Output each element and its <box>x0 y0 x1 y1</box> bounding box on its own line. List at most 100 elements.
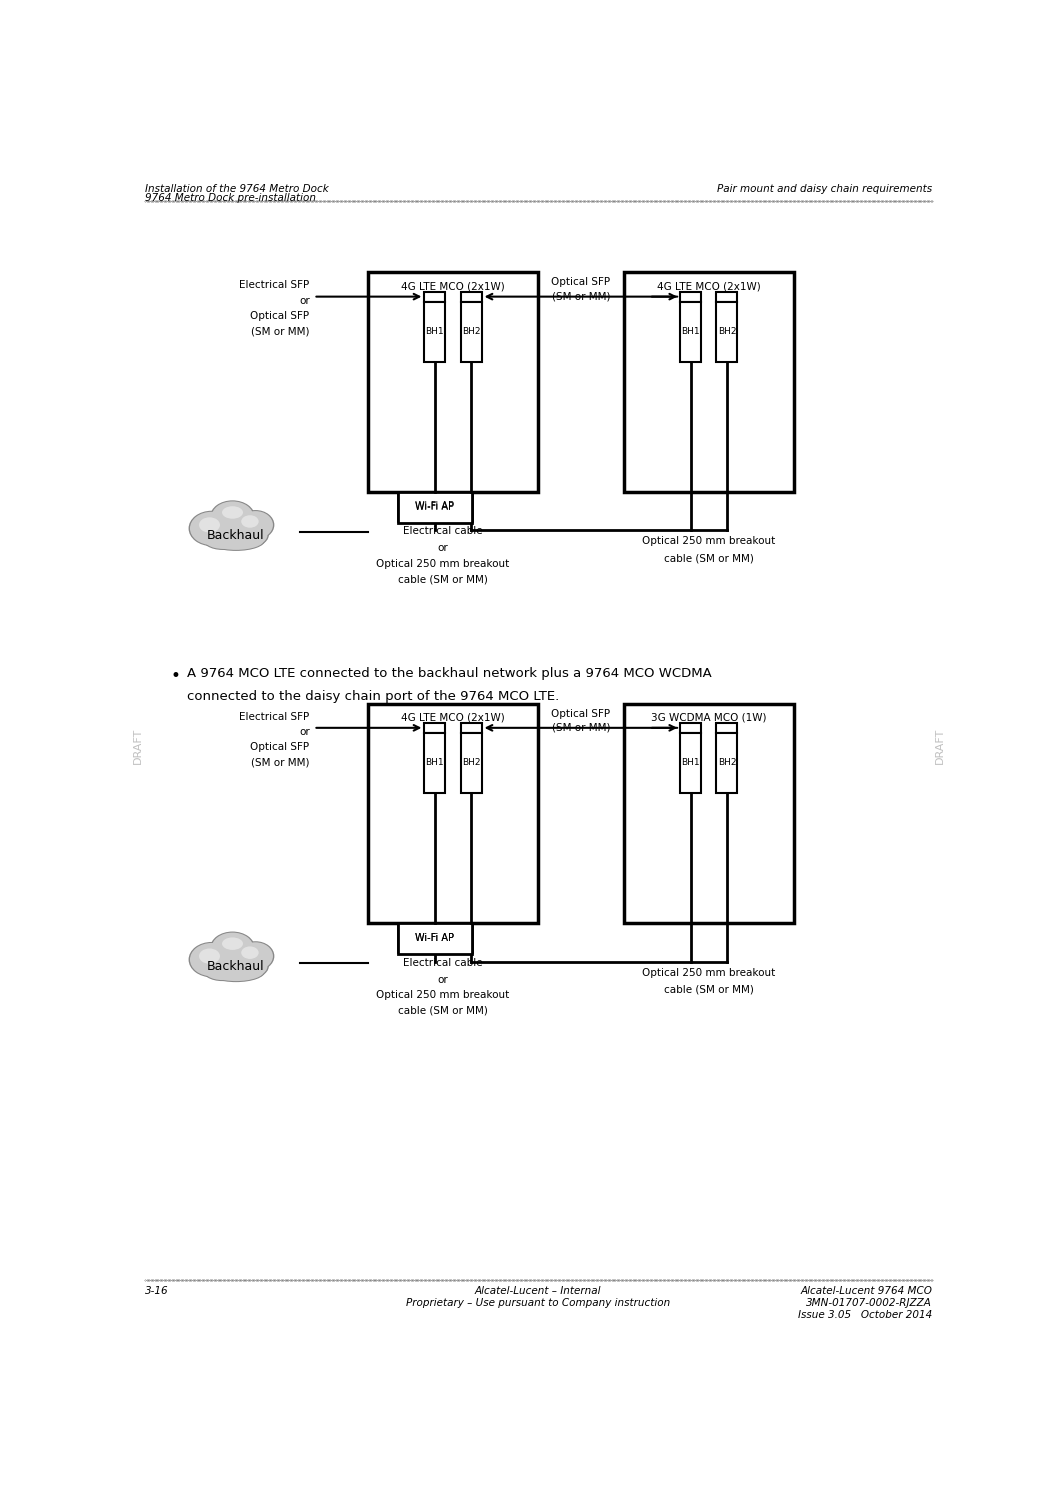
Text: A 9764 MCO LTE connected to the backhaul network plus a 9764 MCO WCDMA: A 9764 MCO LTE connected to the backhaul… <box>187 668 712 681</box>
Ellipse shape <box>188 941 234 977</box>
Text: Optical SFP: Optical SFP <box>552 278 611 287</box>
Bar <box>368 703 538 923</box>
Ellipse shape <box>199 949 220 964</box>
Bar <box>398 492 472 520</box>
Text: or: or <box>437 974 448 984</box>
Bar <box>425 291 446 302</box>
Bar <box>680 723 701 733</box>
Text: 3MN-01707-0002-RJZZA: 3MN-01707-0002-RJZZA <box>806 1298 932 1309</box>
Text: BH1: BH1 <box>681 327 700 336</box>
Text: 4G LTE MCO (2x1W): 4G LTE MCO (2x1W) <box>401 281 504 291</box>
Text: Electrical cable: Electrical cable <box>403 526 482 537</box>
Bar <box>398 492 472 522</box>
Text: Electrical SFP: Electrical SFP <box>240 712 310 721</box>
Bar <box>680 302 701 361</box>
Text: 9764 Metro Dock pre-installation: 9764 Metro Dock pre-installation <box>145 193 316 204</box>
Text: BH2: BH2 <box>718 327 736 336</box>
Bar <box>398 923 472 952</box>
Text: Wi-Fi AP: Wi-Fi AP <box>415 932 454 943</box>
Ellipse shape <box>190 943 233 977</box>
Text: Backhaul: Backhaul <box>207 529 265 543</box>
Bar <box>460 723 481 733</box>
Bar <box>680 733 701 793</box>
Bar <box>425 733 446 793</box>
Bar <box>717 723 738 733</box>
Ellipse shape <box>210 500 254 532</box>
Ellipse shape <box>203 526 242 549</box>
Text: connected to the daisy chain port of the 9764 MCO LTE.: connected to the daisy chain port of the… <box>187 690 559 703</box>
Ellipse shape <box>203 958 242 980</box>
Bar <box>717 302 738 361</box>
Ellipse shape <box>239 512 273 538</box>
Ellipse shape <box>239 943 273 970</box>
Text: cable (SM or MM): cable (SM or MM) <box>664 984 754 995</box>
Bar <box>425 302 446 361</box>
Text: Issue 3.05   October 2014: Issue 3.05 October 2014 <box>798 1310 932 1319</box>
Text: Optical SFP: Optical SFP <box>250 311 310 321</box>
Ellipse shape <box>207 529 265 550</box>
Text: BH1: BH1 <box>426 327 445 336</box>
Bar <box>680 291 701 302</box>
Ellipse shape <box>202 956 243 981</box>
Text: •: • <box>170 668 180 686</box>
Ellipse shape <box>210 931 254 964</box>
Ellipse shape <box>242 946 259 959</box>
Text: Alcatel-Lucent – Internal: Alcatel-Lucent – Internal <box>475 1286 601 1297</box>
Text: or: or <box>298 727 310 738</box>
Text: Wi-Fi AP: Wi-Fi AP <box>415 501 454 512</box>
Text: cable (SM or MM): cable (SM or MM) <box>397 1005 488 1016</box>
Text: Proprietary – Use pursuant to Company instruction: Proprietary – Use pursuant to Company in… <box>406 1298 671 1309</box>
Ellipse shape <box>207 961 265 981</box>
Ellipse shape <box>219 523 267 547</box>
Ellipse shape <box>218 953 269 980</box>
Ellipse shape <box>208 962 264 981</box>
Text: Wi-Fi AP: Wi-Fi AP <box>415 934 454 943</box>
Text: Electrical SFP: Electrical SFP <box>240 281 310 290</box>
Text: cable (SM or MM): cable (SM or MM) <box>664 553 754 564</box>
Text: Alcatel-Lucent 9764 MCO: Alcatel-Lucent 9764 MCO <box>800 1286 932 1297</box>
Text: 4G LTE MCO (2x1W): 4G LTE MCO (2x1W) <box>401 712 504 723</box>
Ellipse shape <box>219 955 267 978</box>
Ellipse shape <box>222 506 243 519</box>
Ellipse shape <box>222 937 243 950</box>
Bar <box>368 272 538 492</box>
Bar <box>623 272 794 492</box>
Text: BH1: BH1 <box>681 758 700 767</box>
Ellipse shape <box>218 522 269 549</box>
Text: Pair mount and daisy chain requirements: Pair mount and daisy chain requirements <box>717 184 932 193</box>
Bar <box>460 291 481 302</box>
Text: 3-16: 3-16 <box>145 1286 169 1297</box>
Text: cable (SM or MM): cable (SM or MM) <box>397 574 488 584</box>
Bar <box>398 923 472 953</box>
Text: 3G WCDMA MCO (1W): 3G WCDMA MCO (1W) <box>651 712 766 723</box>
Bar <box>623 703 794 923</box>
Text: Wi-Fi AP: Wi-Fi AP <box>415 503 454 512</box>
Text: BH2: BH2 <box>462 327 480 336</box>
Text: (SM or MM): (SM or MM) <box>251 327 310 336</box>
Text: Backhaul: Backhaul <box>207 961 265 974</box>
Text: or: or <box>298 296 310 306</box>
Text: BH1: BH1 <box>426 758 445 767</box>
Bar <box>425 723 446 733</box>
Text: Optical 250 mm breakout: Optical 250 mm breakout <box>642 537 776 547</box>
Text: (SM or MM): (SM or MM) <box>251 758 310 767</box>
Ellipse shape <box>208 531 264 550</box>
Text: BH2: BH2 <box>462 758 480 767</box>
Text: Optical SFP: Optical SFP <box>552 709 611 718</box>
Text: (SM or MM): (SM or MM) <box>552 723 611 733</box>
Ellipse shape <box>211 501 253 532</box>
Text: Electrical cable: Electrical cable <box>403 958 482 968</box>
Ellipse shape <box>188 510 234 546</box>
Text: or: or <box>437 543 448 553</box>
Ellipse shape <box>236 510 274 540</box>
Ellipse shape <box>211 932 253 964</box>
Ellipse shape <box>190 512 233 546</box>
Text: Optical SFP: Optical SFP <box>250 742 310 752</box>
Bar <box>460 733 481 793</box>
Bar <box>460 302 481 361</box>
Bar <box>717 291 738 302</box>
Text: DRAFT: DRAFT <box>934 727 945 764</box>
Text: Optical 250 mm breakout: Optical 250 mm breakout <box>642 968 776 977</box>
Ellipse shape <box>199 517 220 532</box>
Text: Optical 250 mm breakout: Optical 250 mm breakout <box>376 559 509 570</box>
